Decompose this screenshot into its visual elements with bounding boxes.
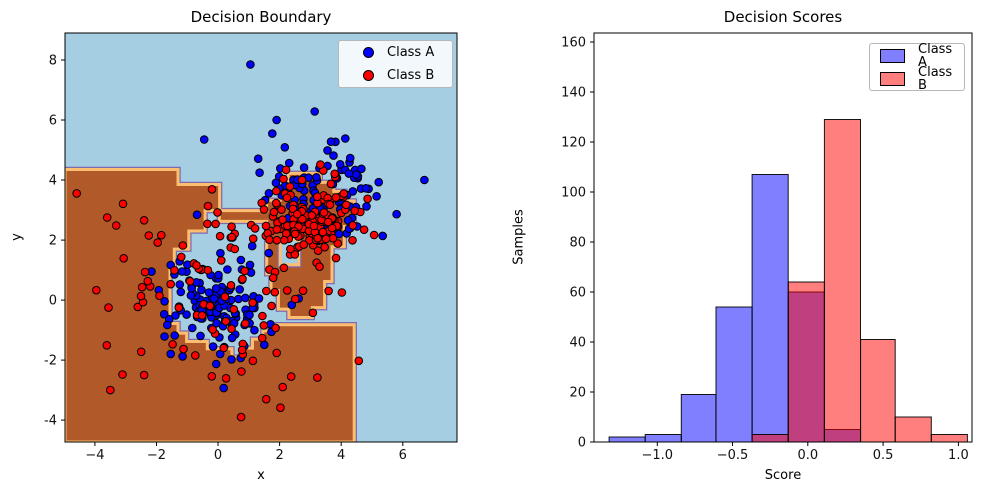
legend-label-class-a: Class A (387, 45, 435, 60)
svg-text:-2: -2 (44, 354, 57, 369)
right-y-axis-label: Samples (511, 209, 527, 265)
svg-text:0: 0 (49, 294, 57, 309)
legend-label-class-b: Class B (918, 64, 953, 93)
svg-text:160: 160 (561, 36, 586, 51)
class-a-patch-marker-icon (880, 48, 905, 63)
class-b-patch-marker-icon (880, 71, 905, 86)
svg-text:60: 60 (569, 286, 586, 301)
legend-row-class-b: Class B (880, 66, 964, 92)
svg-text:8: 8 (49, 54, 57, 69)
svg-text:6: 6 (49, 114, 57, 129)
svg-text:4: 4 (49, 174, 57, 189)
svg-text:6: 6 (399, 448, 407, 463)
left-chart-title: Decision Boundary (190, 8, 332, 26)
svg-text:1.0: 1.0 (948, 448, 969, 463)
left-x-axis-label: x (257, 468, 265, 483)
svg-text:40: 40 (569, 336, 586, 351)
svg-text:0.5: 0.5 (873, 448, 894, 463)
svg-text:−4: −4 (85, 448, 104, 463)
svg-text:2: 2 (275, 448, 283, 463)
legend-row-class-a: Class A (363, 43, 452, 62)
legend-label-class-a: Class A (918, 41, 953, 70)
svg-text:20: 20 (569, 386, 586, 401)
right-legend: Class A Class B (869, 43, 965, 92)
svg-text:−1.0: −1.0 (642, 448, 674, 463)
svg-text:80: 80 (569, 236, 586, 251)
svg-text:0: 0 (214, 448, 222, 463)
svg-text:100: 100 (561, 186, 586, 201)
svg-text:0.0: 0.0 (797, 448, 818, 463)
svg-text:-4: -4 (44, 414, 57, 429)
legend-label-class-b: Class B (387, 68, 435, 83)
left-y-axis-label: y (9, 233, 25, 241)
svg-text:−2: −2 (147, 448, 166, 463)
legend-row-class-a: Class A (880, 43, 964, 69)
svg-text:4: 4 (337, 448, 345, 463)
svg-text:2: 2 (49, 234, 57, 249)
svg-text:120: 120 (561, 136, 586, 151)
right-x-axis-label: Score (764, 468, 802, 483)
right-chart-title: Decision Scores (723, 8, 843, 26)
left-legend: Class A Class B (338, 40, 453, 88)
class-b-dot-marker-icon (363, 70, 374, 81)
class-a-dot-marker-icon (363, 47, 374, 58)
svg-text:0: 0 (578, 436, 586, 451)
svg-text:−0.5: −0.5 (717, 448, 749, 463)
legend-row-class-b: Class B (363, 66, 452, 85)
svg-text:140: 140 (561, 86, 586, 101)
